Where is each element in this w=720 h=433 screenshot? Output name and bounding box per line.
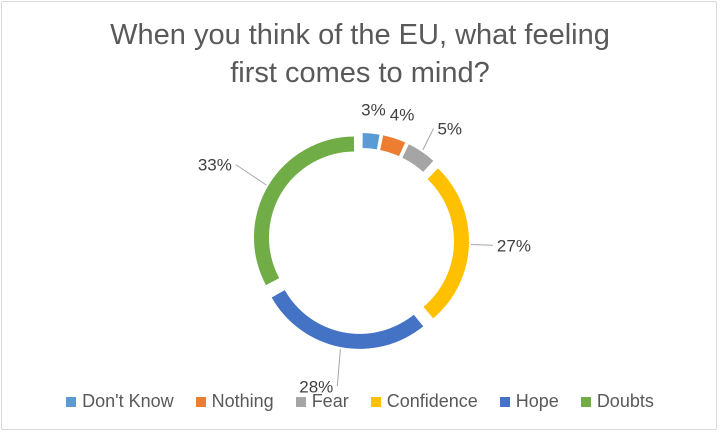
legend-item-nothing: Nothing bbox=[195, 391, 274, 412]
chart-title-line-1: When you think of the EU, what feeling bbox=[110, 19, 610, 51]
legend-swatch-hope bbox=[499, 396, 510, 407]
chart-title: When you think of the EU, what feeling f… bbox=[0, 16, 720, 92]
data-label-hope: 28% bbox=[299, 377, 333, 396]
slice-hope bbox=[271, 290, 424, 349]
slice-don-t-know bbox=[362, 133, 380, 150]
chart-title-line-2: first comes to mind? bbox=[230, 57, 490, 89]
data-label-don-t-know: 3% bbox=[361, 101, 386, 120]
legend-label-nothing: Nothing bbox=[211, 391, 274, 411]
legend-swatch-don-t-know bbox=[66, 396, 77, 407]
slice-fear bbox=[402, 144, 434, 172]
data-label-confidence: 27% bbox=[497, 236, 531, 255]
data-label-fear: 5% bbox=[437, 120, 462, 139]
data-label-nothing: 4% bbox=[390, 106, 415, 125]
legend-item-doubts: Doubts bbox=[580, 391, 654, 412]
legend-swatch-nothing bbox=[195, 396, 206, 407]
leader-line-confidence bbox=[470, 243, 493, 246]
legend-item-don-t-know: Don't Know bbox=[66, 391, 174, 412]
slice-nothing bbox=[380, 135, 406, 157]
legend-label-fear: Fear bbox=[311, 391, 349, 411]
leader-line-doubts bbox=[235, 164, 267, 186]
legend-label-don-t-know: Don't Know bbox=[82, 391, 174, 411]
slice-doubts bbox=[253, 136, 355, 286]
legend-swatch-fear bbox=[295, 396, 306, 407]
legend-label-hope: Hope bbox=[515, 391, 559, 411]
legend-item-hope: Hope bbox=[499, 391, 559, 412]
legend-swatch-doubts bbox=[580, 396, 591, 407]
data-label-doubts: 33% bbox=[198, 156, 232, 175]
legend-item-fear: Fear bbox=[295, 391, 349, 412]
slice-confidence bbox=[423, 168, 469, 319]
chart-legend: Don't Know Nothing Fear Confidence Hope Doubt… bbox=[0, 391, 720, 412]
legend-label-confidence: Confidence bbox=[386, 391, 478, 411]
legend-label-doubts: Doubts bbox=[596, 391, 654, 411]
legend-item-confidence: Confidence bbox=[370, 391, 478, 412]
legend-swatch-confidence bbox=[370, 396, 381, 407]
leader-line-fear bbox=[422, 128, 434, 151]
leader-line-hope bbox=[336, 349, 341, 387]
